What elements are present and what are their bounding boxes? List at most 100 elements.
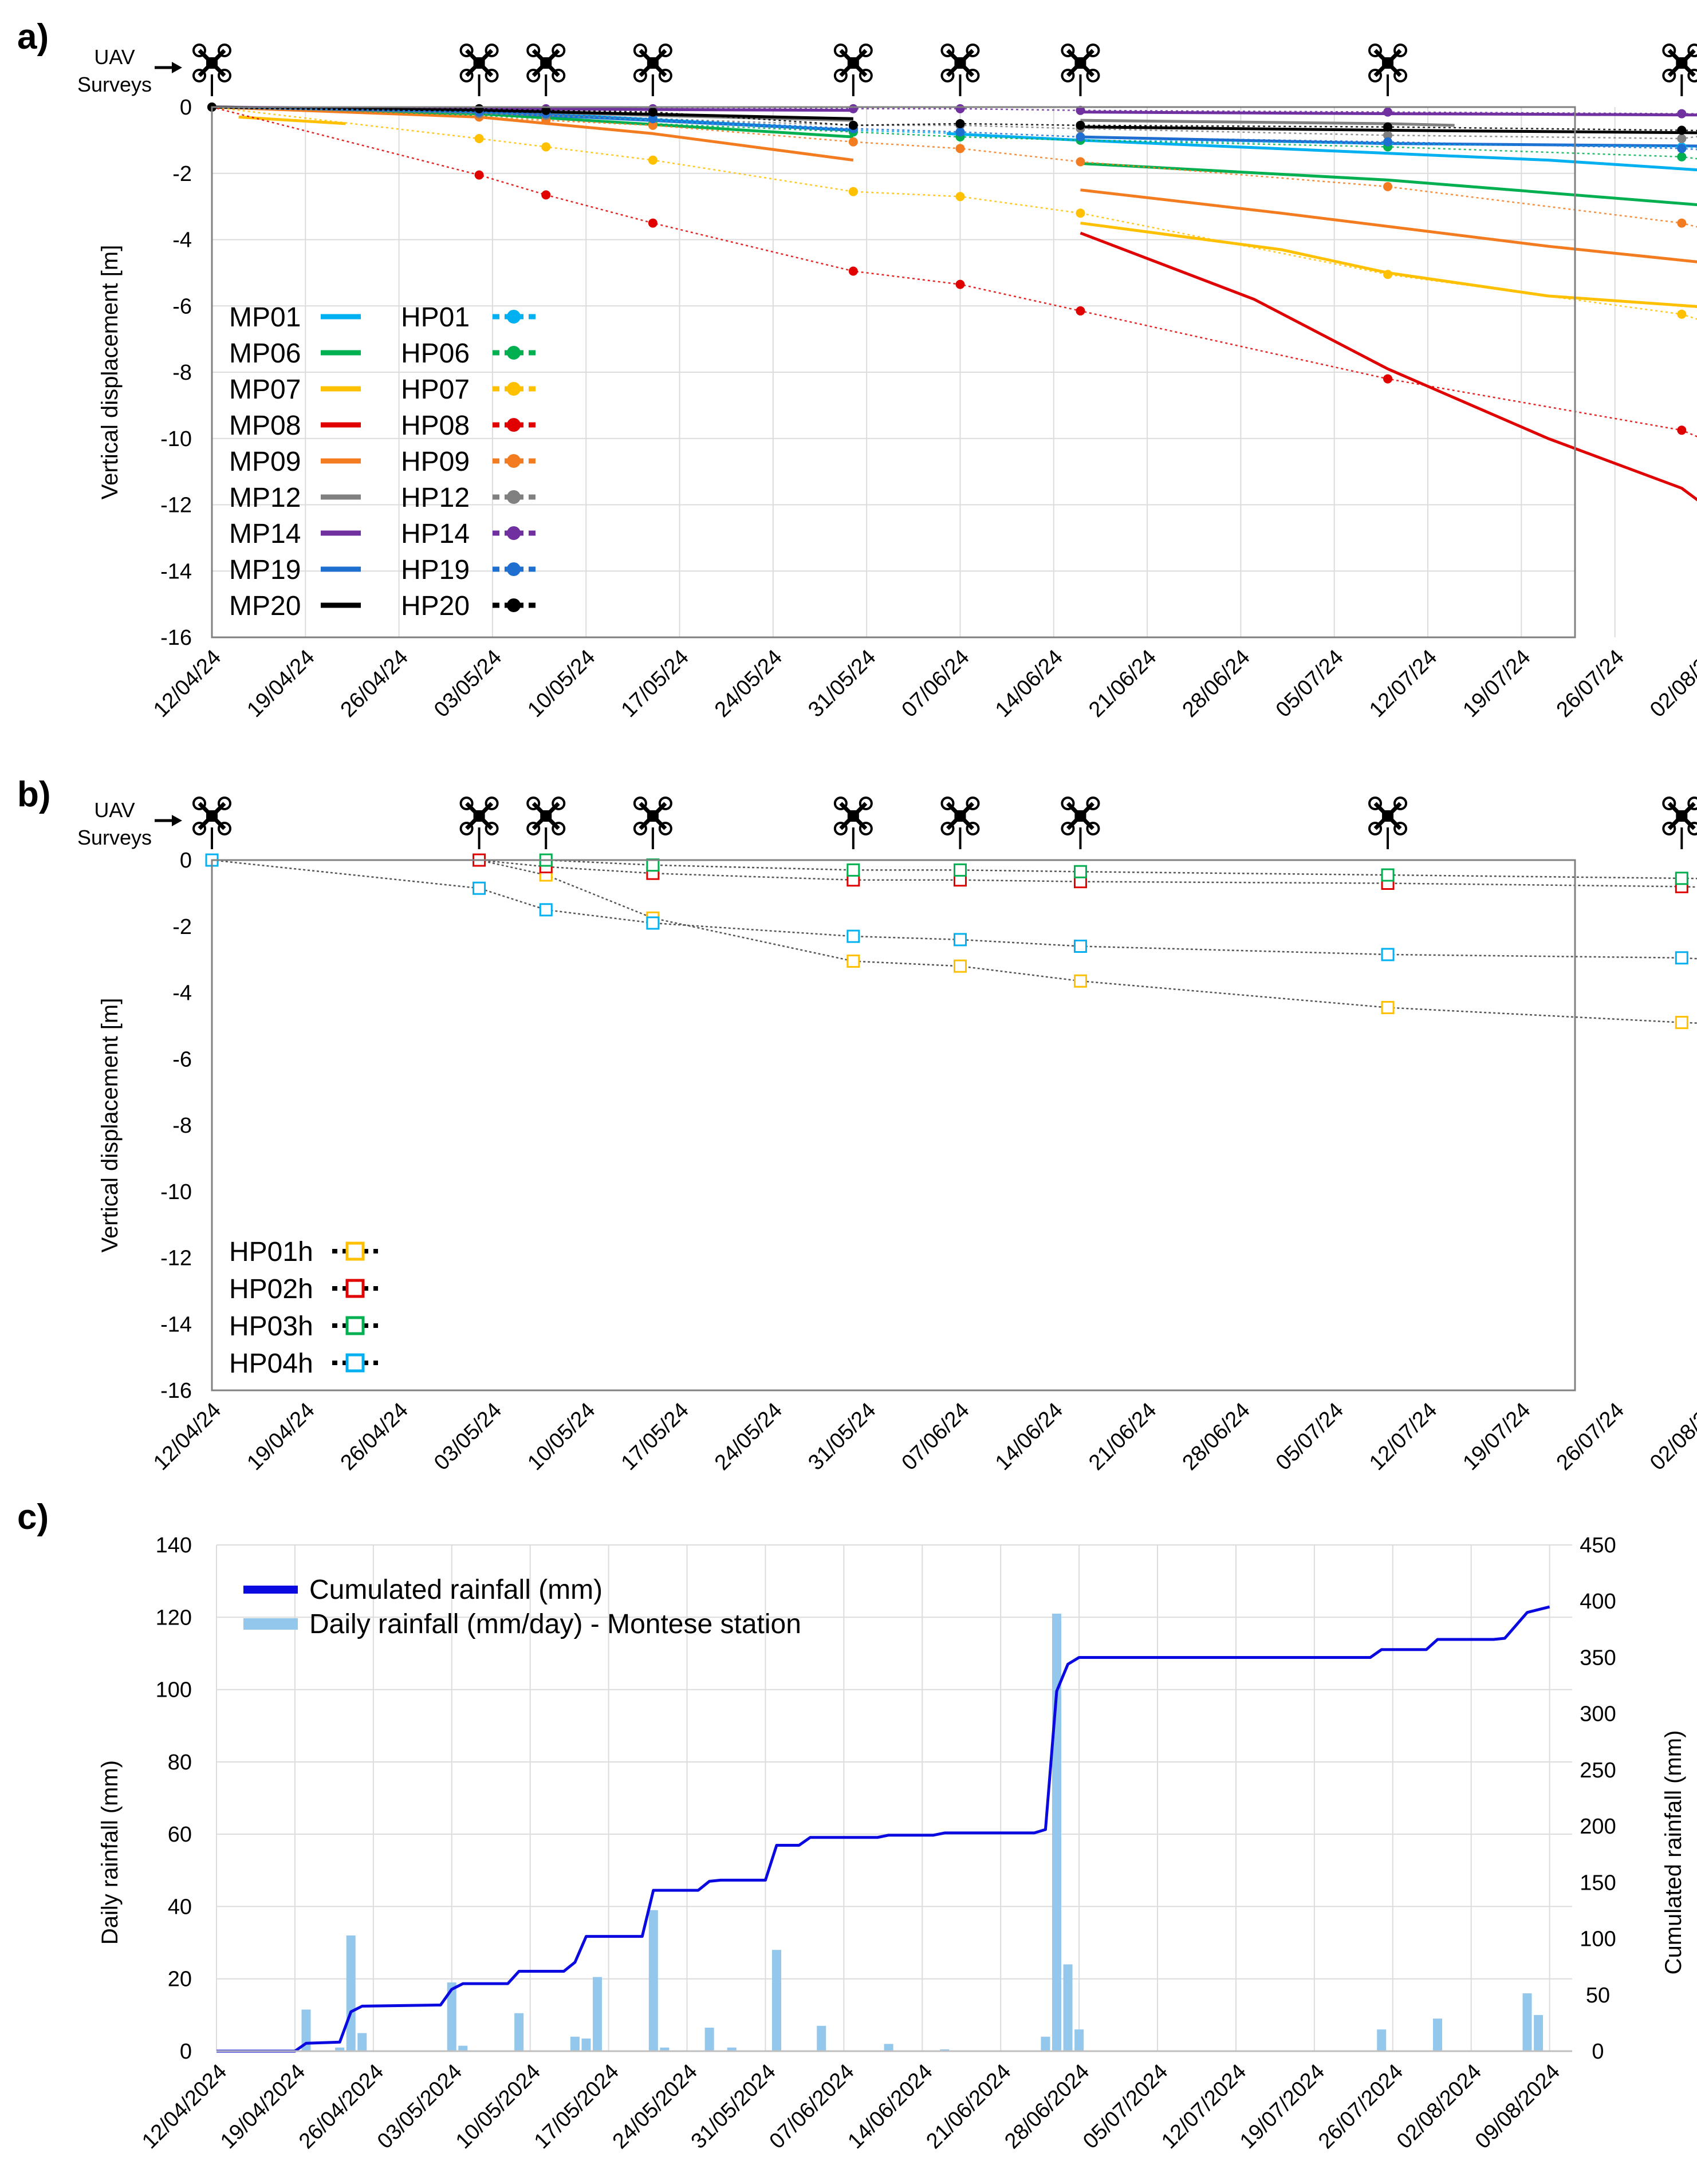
- line-MP01-seg-1: [947, 132, 1697, 172]
- bar-daily-25: [1534, 2015, 1544, 2051]
- legend-label-MP09: MP09: [229, 447, 301, 477]
- point-HP14-7: [1383, 107, 1393, 117]
- panel-b-y-tick-label: -12: [160, 1247, 192, 1271]
- legend-label-MP07: MP07: [229, 374, 301, 405]
- panel-a-y-tick-label: -8: [172, 361, 192, 385]
- panel-b-y-tick-label: -16: [160, 1379, 192, 1403]
- bar-daily-3: [357, 2033, 367, 2051]
- panel-c-y-ticks-left: 0 20 40 60 80 100 120 140: [156, 1533, 192, 2064]
- line-MP09-seg-0: [211, 105, 854, 162]
- legend-swatch-box-HP02h: [345, 1279, 365, 1298]
- uav-survey-icon-a-0: [192, 44, 231, 96]
- point-HP14-5: [955, 104, 965, 113]
- uav-survey-icon-a-8: [1662, 44, 1697, 96]
- uav-icons-a: [192, 44, 1697, 96]
- point-HP04h-6: [1073, 939, 1087, 953]
- legend-label-HP20: HP20: [401, 591, 470, 621]
- panel-c-y-tick-label: 140: [156, 1533, 192, 1558]
- panel-c-y-right-tick-label: 300: [1580, 1702, 1616, 1726]
- line-MP06-seg-2: [1080, 161, 1697, 207]
- legend-swatch-dot-HP12: [507, 490, 521, 504]
- point-HP04h-4: [846, 929, 860, 943]
- point-HP08-7: [1383, 374, 1393, 384]
- line-HP06: [211, 106, 1697, 160]
- point-HP07-6: [1076, 208, 1085, 218]
- panel-a-legend: MP01 MP06 MP07 MP08 MP09 MP12 MP14 MP19 MP20 HP01…: [229, 302, 536, 621]
- uav-survey-icon-a-1: [459, 44, 499, 96]
- point-HP20-2: [541, 105, 551, 115]
- uav-survey-icon-b-8: [1662, 797, 1697, 849]
- uav-survey-icon-b-2: [526, 797, 566, 849]
- line-cumulated-rainfall: [216, 1605, 1550, 2053]
- panel-b-y-tick-label: -14: [160, 1312, 192, 1337]
- panel-a-ylabel: Vertical displacement [m]: [97, 245, 123, 500]
- panel-c-y-tick-label: 40: [168, 1895, 192, 1919]
- bar-daily-15: [817, 2025, 826, 2051]
- point-HP09-5: [955, 144, 965, 153]
- point-HP08-3: [648, 218, 657, 228]
- line-HP03h: [546, 859, 1697, 880]
- line-HP07: [211, 106, 1697, 320]
- uav-survey-icon-a-4: [833, 44, 873, 96]
- legend-label-MP01: MP01: [229, 302, 301, 333]
- uav-survey-icon-a-7: [1368, 44, 1408, 96]
- legend-label-HP19: HP19: [401, 555, 470, 585]
- bar-daily-4: [447, 1982, 456, 2051]
- panel-b-frame: [211, 859, 1576, 1391]
- point-HP04h-7: [1381, 948, 1395, 961]
- point-HP03h-4: [1073, 865, 1087, 878]
- point-HP09-7: [1383, 182, 1393, 191]
- panel-c-y-tick-label: 60: [168, 1823, 192, 1847]
- bar-daily-0: [301, 2009, 311, 2051]
- bar-daily-18: [1041, 2036, 1050, 2051]
- legend-label-MP08: MP08: [229, 411, 301, 441]
- point-HP01h-5: [1073, 974, 1087, 988]
- line-HP08: [211, 106, 1697, 437]
- legend-swatch-box-HP04h: [345, 1353, 365, 1373]
- bar-daily-7: [570, 2036, 580, 2051]
- point-HP01h-6: [1381, 1001, 1395, 1015]
- bar-daily-24: [1522, 1993, 1532, 2051]
- point-HP20-8: [1677, 125, 1687, 135]
- bar-daily-16: [884, 2044, 893, 2051]
- bar-daily-19: [1052, 1613, 1061, 2051]
- uav-label-a-line2: Surveys: [77, 73, 152, 96]
- point-HP06-8: [1677, 152, 1687, 161]
- panel-a-y-tick-label: -12: [160, 494, 192, 518]
- line-MP09-seg-1: [1080, 188, 1697, 263]
- point-HP01h-3: [846, 955, 860, 968]
- bar-daily-12: [704, 2027, 714, 2051]
- panel-c-ylabel-right: Cumulated rainfall (mm): [1661, 1730, 1686, 1975]
- legend-swatch-dot-HP08: [507, 418, 521, 432]
- panel-c-y-tick-label: 100: [156, 1678, 192, 1702]
- panel-c-label: c): [17, 1497, 49, 1537]
- bar-daily-23: [1433, 2019, 1443, 2051]
- panel-c-y-right-tick-label: 450: [1580, 1533, 1616, 1558]
- legend-label-HP09: HP09: [401, 447, 470, 477]
- point-HP04h-8: [1675, 951, 1688, 965]
- bar-daily-14: [772, 1950, 781, 2051]
- bar-daily-13: [727, 2047, 737, 2051]
- panel-b-y-tick-label: -8: [172, 1114, 192, 1138]
- panel-a-frame: [211, 106, 1576, 638]
- panel-a-y-tick-label: -10: [160, 427, 192, 451]
- panel-c-y-right-tick-label: 0: [1592, 2040, 1604, 2064]
- legend-label-HP01: HP01: [401, 302, 470, 333]
- point-HP07-1: [474, 133, 484, 143]
- point-HP19-3: [648, 114, 657, 124]
- point-HP19-7: [1383, 137, 1393, 147]
- uav-arrow-a: [155, 62, 182, 73]
- point-HP07-2: [541, 142, 551, 152]
- point-HP08-1: [474, 170, 484, 180]
- bar-daily-1: [335, 2047, 345, 2051]
- bar-daily-21: [1074, 2029, 1084, 2051]
- point-HP01h-4: [953, 959, 967, 973]
- legend-swatch-box-HP03h: [345, 1316, 365, 1335]
- panel-a-label: a): [17, 17, 49, 57]
- point-HP20-6: [1076, 120, 1085, 130]
- legend-label-MP12: MP12: [229, 483, 301, 513]
- legend-swatch-dot-HP19: [507, 562, 521, 576]
- point-HP04h-1: [473, 881, 486, 895]
- panel-b-y-ticks: 0 -2 -4 -6 -8 -10 -12 -14 -16: [160, 849, 192, 1403]
